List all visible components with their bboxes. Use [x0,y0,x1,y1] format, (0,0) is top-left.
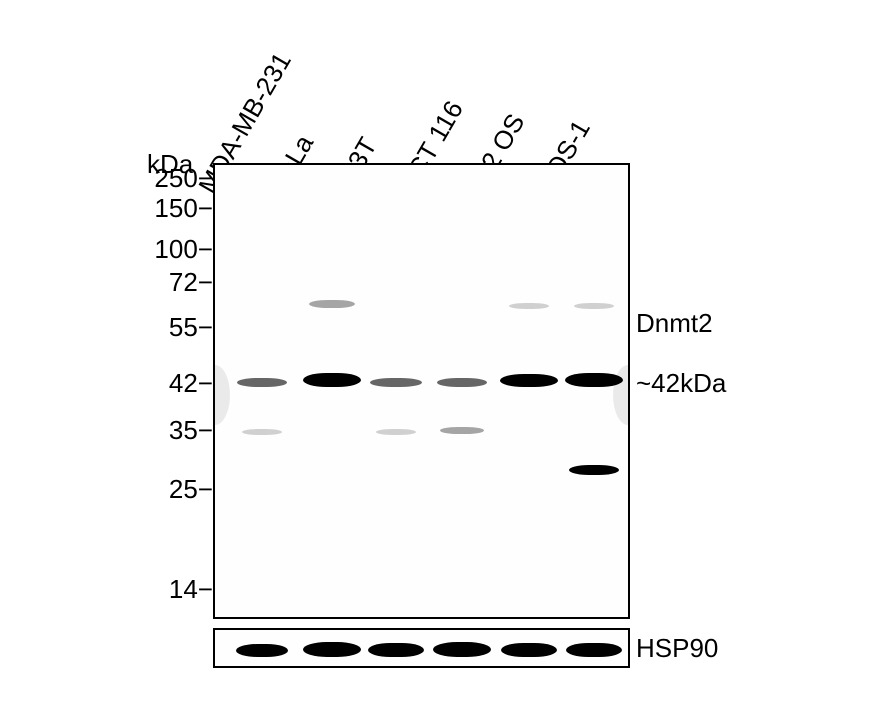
blot-band [566,643,621,657]
blot-shadow [213,365,230,425]
blot-band [501,643,556,657]
target-protein-label: Dnmt2 [636,308,713,339]
blot-band [368,643,423,657]
mw-marker-label: 72− [0,267,213,298]
blot-band [569,465,618,475]
main-blot-panel [213,163,630,619]
observed-kda-label: ~42kDa [636,368,726,399]
blot-band [433,642,491,657]
loading-control-panel [213,628,630,668]
blot-band [509,303,550,309]
mw-marker-label: 100− [0,234,213,265]
loading-control-label: HSP90 [636,633,718,664]
western-blot-figure: kDa 250−150−100−72−55−42−35−25−14− MDA-M… [0,0,888,711]
mw-marker-label: 55− [0,312,213,343]
blot-band [376,429,417,435]
blot-band [236,644,288,657]
mw-marker-label: 14− [0,574,213,605]
blot-band [237,378,286,387]
blot-band [309,300,355,308]
blot-band [303,642,361,657]
mw-marker-label: 150− [0,193,213,224]
mw-marker-label: 25− [0,474,213,505]
blot-band [500,374,558,387]
blot-band [574,303,615,309]
blot-band [437,378,486,387]
mw-marker-label: 35− [0,415,213,446]
blot-band [565,373,623,387]
mw-marker-label: 42− [0,368,213,399]
blot-band [370,378,422,387]
blot-band [303,373,361,387]
blot-band [440,427,484,434]
mw-marker-label: 250− [0,163,213,194]
blot-band [242,429,283,435]
